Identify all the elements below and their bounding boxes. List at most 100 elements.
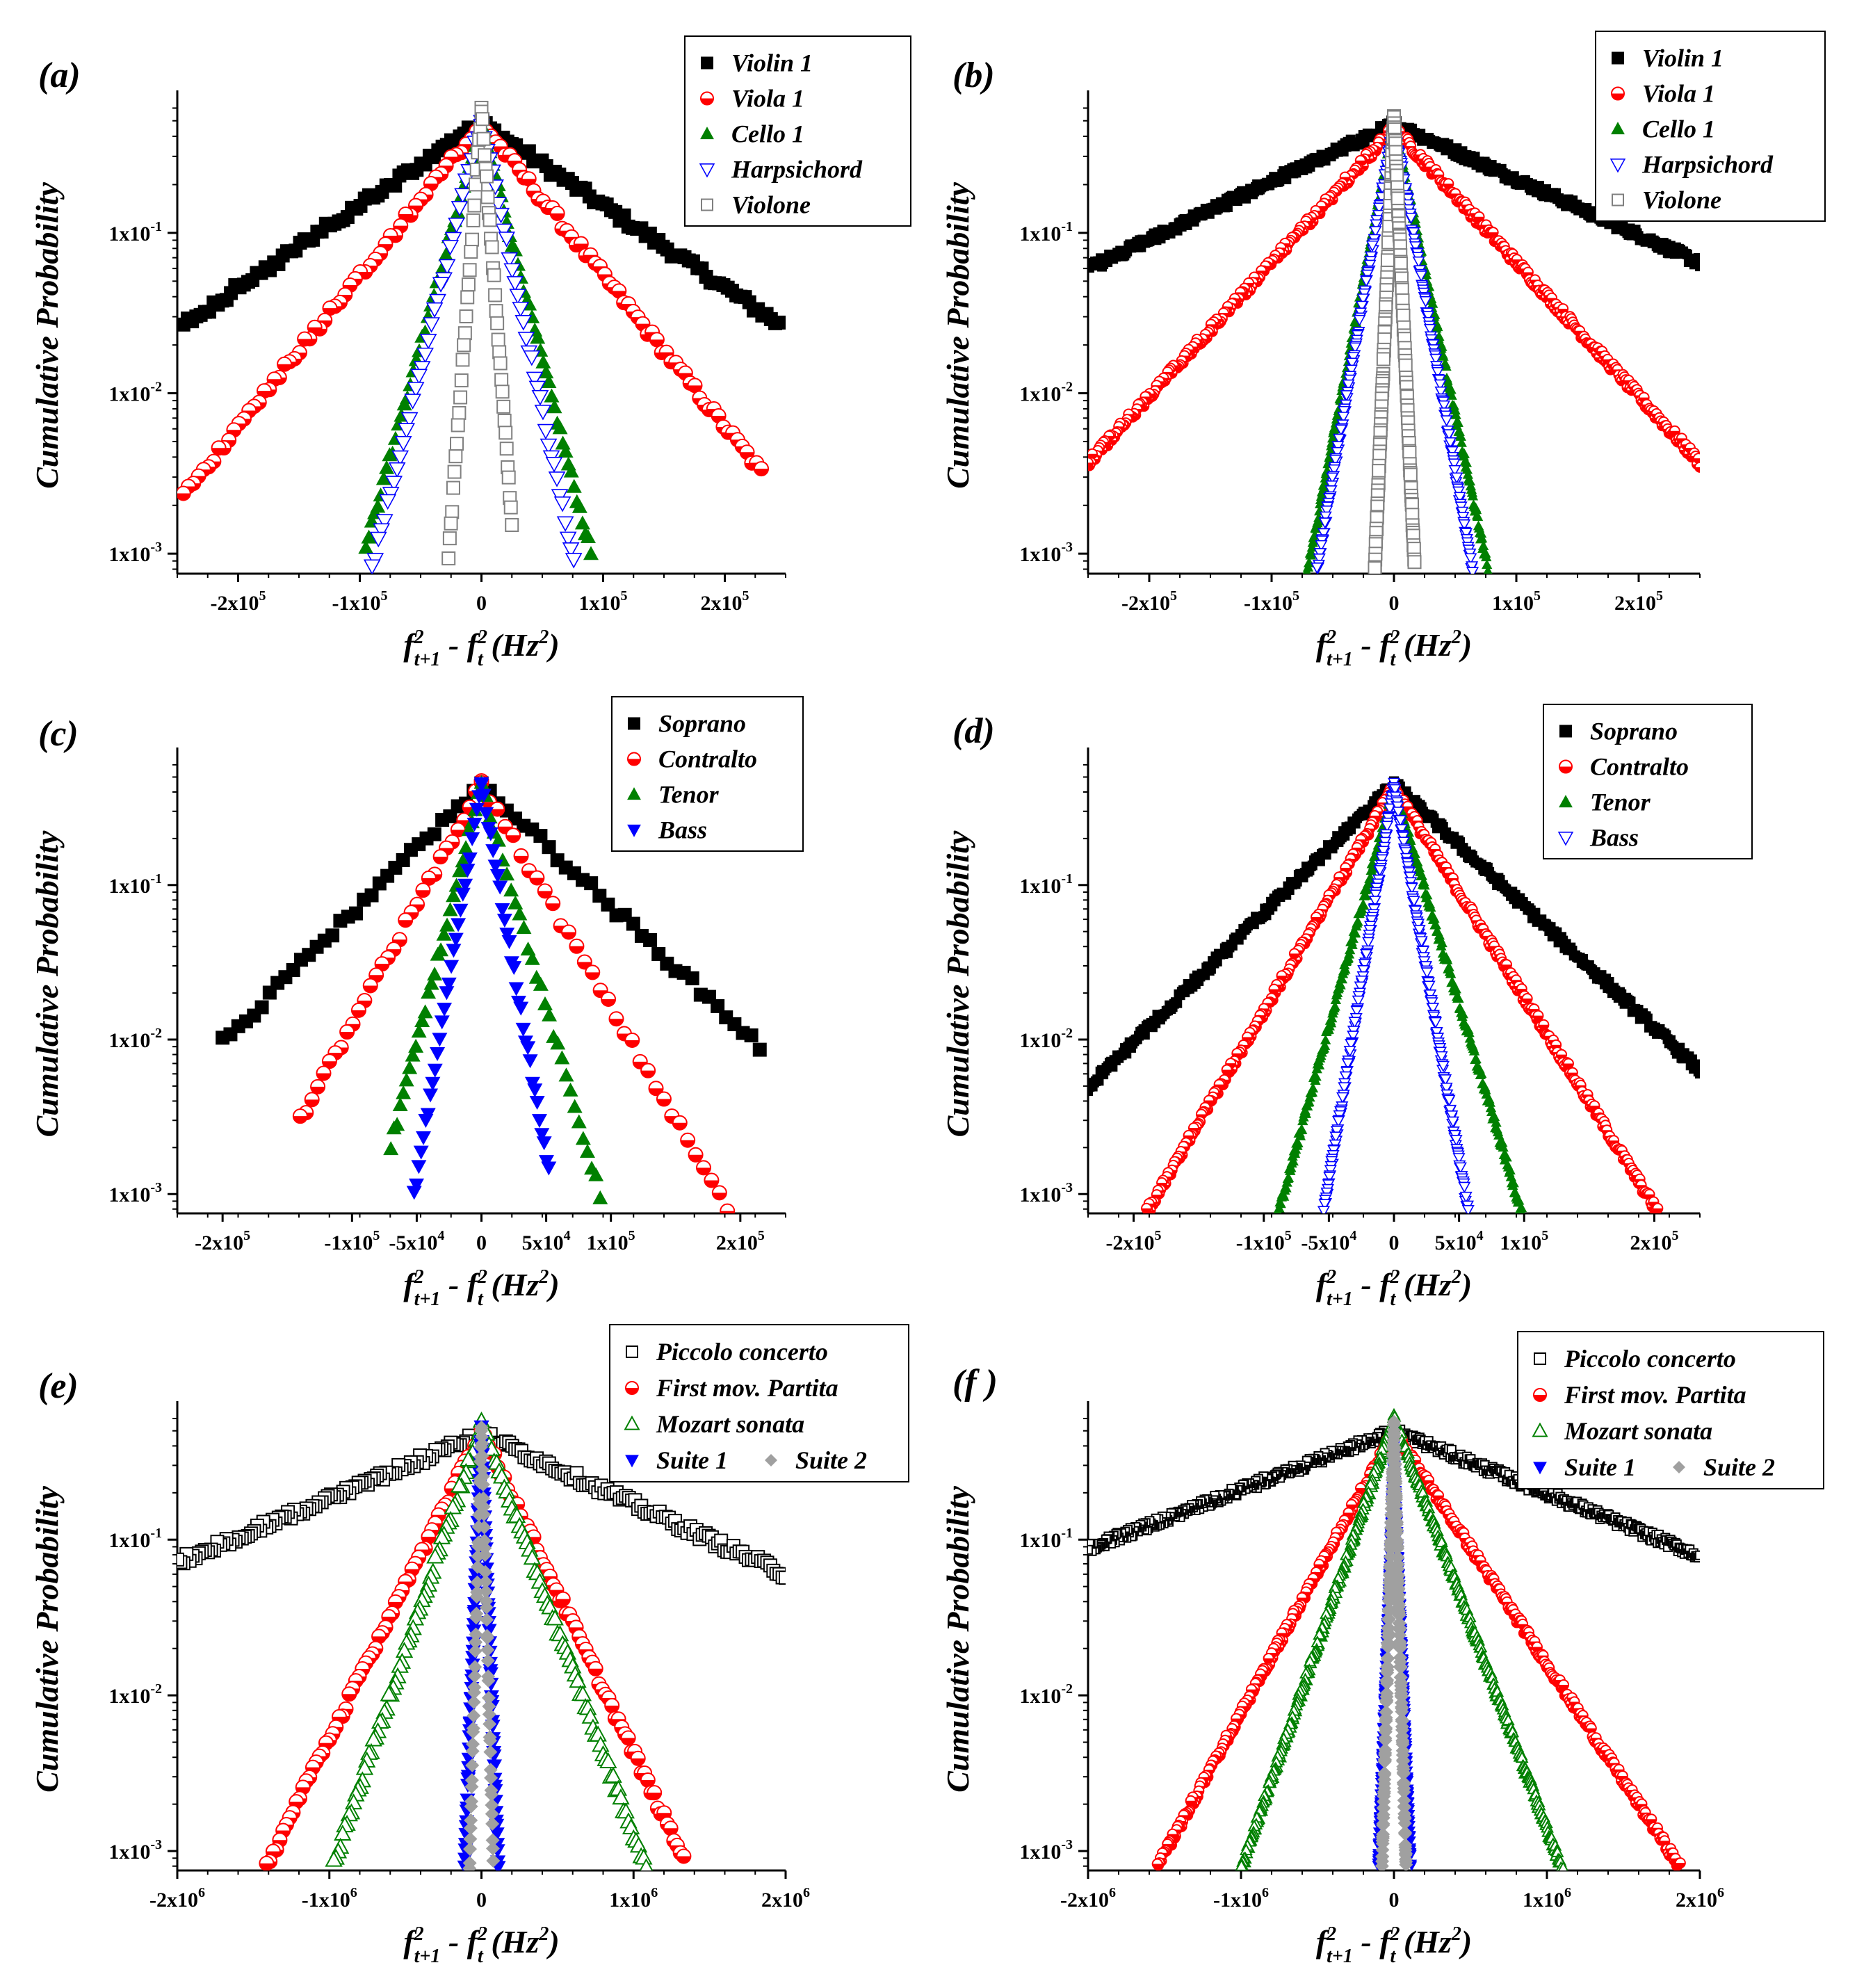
data-point — [398, 912, 414, 928]
data-point — [1388, 784, 1402, 796]
data-point — [501, 935, 517, 949]
data-point — [316, 1065, 332, 1081]
data-point — [1470, 1053, 1482, 1064]
data-point — [1441, 361, 1452, 371]
data-point — [1694, 461, 1700, 473]
data-point — [1476, 533, 1488, 543]
data-point — [1508, 1177, 1519, 1188]
x-tick-label: 2x105 — [1630, 1228, 1678, 1254]
data-point — [483, 1717, 497, 1731]
data-point — [552, 420, 568, 435]
data-point — [1313, 553, 1326, 565]
data-point — [1436, 1060, 1450, 1073]
data-point — [490, 832, 506, 847]
data-point — [1268, 983, 1280, 995]
legend-entry: Bass — [1589, 824, 1639, 852]
data-point — [622, 1818, 640, 1835]
data-point — [1365, 865, 1377, 875]
data-point — [1447, 976, 1458, 987]
data-point — [498, 426, 513, 440]
data-point — [1288, 1145, 1300, 1156]
data-point — [506, 276, 524, 292]
data-point — [1521, 992, 1533, 1004]
data-point — [1452, 486, 1466, 499]
data-point — [489, 1827, 505, 1842]
legend-marker — [1559, 795, 1573, 808]
data-point — [475, 1448, 489, 1463]
data-point — [460, 290, 475, 305]
data-point — [485, 1833, 500, 1848]
data-point — [685, 971, 699, 985]
data-point — [373, 523, 391, 539]
data-point — [469, 1635, 483, 1649]
x-tick-label: -1x106 — [302, 1885, 357, 1912]
data-point — [177, 317, 190, 332]
data-point — [385, 476, 403, 492]
x-tick-label: -2x105 — [1106, 1228, 1162, 1254]
data-point — [1331, 410, 1343, 420]
data-point — [1454, 1162, 1467, 1174]
data-point — [1088, 457, 1094, 469]
legend-entry: Tenor — [658, 781, 720, 809]
axes: -2x105 -1x105 0 1x105 2x1051x10-31x10-21x10-… — [108, 90, 786, 615]
data-point — [752, 1042, 767, 1057]
data-point — [411, 1160, 427, 1174]
data-point — [1305, 1087, 1316, 1097]
data-point — [1349, 342, 1362, 354]
data-point — [1331, 441, 1345, 453]
data-point — [1450, 1135, 1463, 1147]
x-tick-label: -2x105 — [211, 588, 266, 615]
data-point — [1327, 1008, 1338, 1018]
data-point — [588, 1167, 604, 1181]
data-point — [1345, 364, 1358, 377]
data-point — [1372, 202, 1386, 214]
data-point — [630, 1750, 646, 1766]
data-point — [1413, 925, 1426, 937]
y-tick-label: 1x10-2 — [1019, 1681, 1073, 1708]
data-point — [531, 1114, 547, 1129]
data-point — [1501, 1151, 1512, 1162]
x-tick-label: -1x105 — [1236, 1228, 1292, 1254]
data-point — [1435, 1051, 1448, 1063]
data-point — [1342, 379, 1355, 391]
data-point — [459, 309, 473, 324]
axes: -2x105 -1x105 0 1x105 2x1051x10-31x10-21x10-… — [1019, 90, 1701, 615]
legend-entry: Violone — [731, 191, 811, 219]
data-point — [480, 1654, 495, 1668]
data-point — [1446, 1116, 1459, 1129]
data-point — [601, 992, 617, 1008]
data-point — [355, 1759, 374, 1775]
data-point — [357, 892, 371, 907]
data-point — [434, 1015, 450, 1030]
data-point — [604, 1697, 620, 1713]
data-point — [555, 435, 571, 450]
data-point — [1652, 1202, 1664, 1213]
data-point — [485, 844, 501, 859]
data-point — [415, 882, 431, 898]
data-point — [408, 1038, 424, 1053]
data-point — [460, 864, 476, 878]
legend-entry: Harpsichord — [731, 156, 863, 184]
data-point — [1303, 557, 1315, 567]
data-point — [1356, 293, 1370, 305]
x-tick-label: 0 — [1389, 592, 1400, 615]
legend-marker — [699, 163, 715, 178]
data-point — [1347, 352, 1360, 364]
data-point — [482, 1707, 496, 1722]
data-point — [576, 954, 592, 970]
data-point — [516, 920, 532, 935]
data-point — [1349, 316, 1361, 327]
data-point — [464, 1813, 478, 1827]
data-point — [476, 1478, 490, 1492]
data-point — [1484, 1097, 1495, 1107]
data-point — [489, 304, 503, 318]
legend-marker — [1612, 51, 1624, 65]
data-point — [1354, 981, 1367, 993]
data-point — [435, 813, 450, 827]
data-point — [398, 423, 416, 439]
legend-entry: Piccolo concerto — [656, 1338, 828, 1366]
x-tick-label: -2x106 — [149, 1885, 205, 1912]
series-piccolo-concerto — [1088, 1424, 1700, 1563]
data-point — [465, 1758, 480, 1772]
